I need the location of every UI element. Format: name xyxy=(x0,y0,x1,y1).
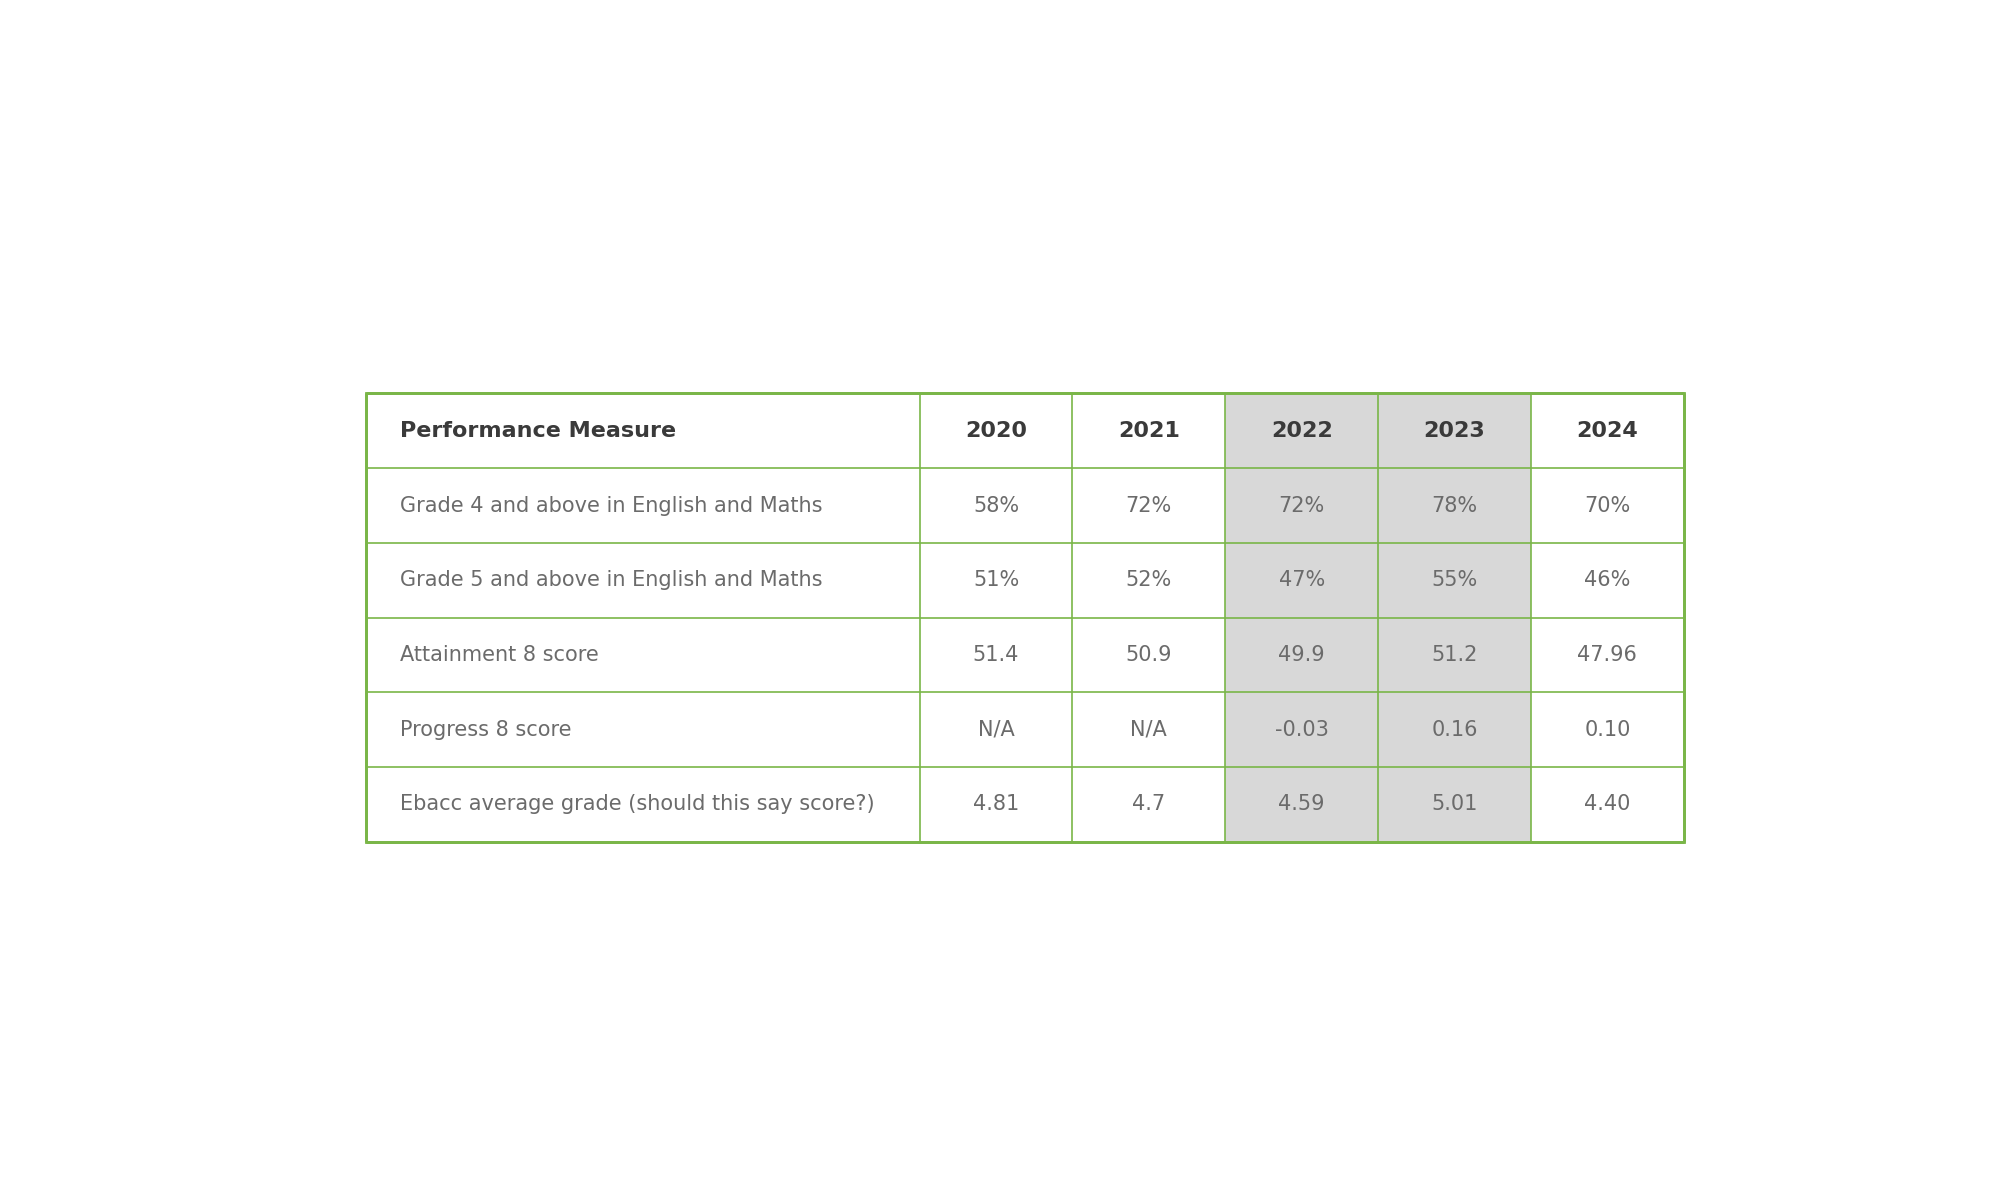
Bar xyxy=(366,394,920,468)
Bar xyxy=(920,542,1072,618)
Text: 78%: 78% xyxy=(1432,496,1478,516)
Bar xyxy=(1226,767,1378,841)
Text: 2022: 2022 xyxy=(1270,421,1332,440)
Text: 51.2: 51.2 xyxy=(1432,644,1478,665)
Text: 58%: 58% xyxy=(972,496,1020,516)
Text: 4.40: 4.40 xyxy=(1584,794,1630,815)
Bar xyxy=(1378,767,1530,841)
Bar xyxy=(920,618,1072,692)
Text: 4.59: 4.59 xyxy=(1278,794,1324,815)
Bar xyxy=(920,394,1072,468)
Text: Performance Measure: Performance Measure xyxy=(400,421,676,440)
Text: 51.4: 51.4 xyxy=(972,644,1020,665)
Text: Grade 5 and above in English and Maths: Grade 5 and above in English and Maths xyxy=(400,570,822,590)
Bar xyxy=(366,468,920,542)
Text: N/A: N/A xyxy=(1130,720,1168,739)
Bar xyxy=(1530,618,1684,692)
Text: 46%: 46% xyxy=(1584,570,1630,590)
Text: 5.01: 5.01 xyxy=(1432,794,1478,815)
Text: 0.16: 0.16 xyxy=(1432,720,1478,739)
Bar xyxy=(366,692,920,767)
Bar xyxy=(1530,542,1684,618)
Text: N/A: N/A xyxy=(978,720,1014,739)
Text: 47.96: 47.96 xyxy=(1578,644,1638,665)
Text: 0.10: 0.10 xyxy=(1584,720,1630,739)
Bar xyxy=(1530,394,1684,468)
Bar xyxy=(1226,692,1378,767)
Bar xyxy=(1226,618,1378,692)
Bar xyxy=(920,468,1072,542)
Bar xyxy=(1378,542,1530,618)
Text: 2024: 2024 xyxy=(1576,421,1638,440)
Bar xyxy=(1378,692,1530,767)
Text: 2020: 2020 xyxy=(966,421,1028,440)
Bar xyxy=(920,692,1072,767)
Text: Grade 4 and above in English and Maths: Grade 4 and above in English and Maths xyxy=(400,496,822,516)
Bar xyxy=(1226,468,1378,542)
Text: 2023: 2023 xyxy=(1424,421,1486,440)
Text: Ebacc average grade (should this say score?): Ebacc average grade (should this say sco… xyxy=(400,794,874,815)
Bar xyxy=(366,394,1684,841)
Bar xyxy=(1072,618,1226,692)
Text: 2021: 2021 xyxy=(1118,421,1180,440)
Bar xyxy=(1072,542,1226,618)
Bar xyxy=(1072,468,1226,542)
Bar xyxy=(366,618,920,692)
Bar xyxy=(1378,618,1530,692)
Bar xyxy=(1378,468,1530,542)
Text: Attainment 8 score: Attainment 8 score xyxy=(400,644,600,665)
Text: 4.81: 4.81 xyxy=(972,794,1020,815)
Text: 72%: 72% xyxy=(1278,496,1324,516)
Bar xyxy=(1226,394,1378,468)
Text: -0.03: -0.03 xyxy=(1274,720,1328,739)
Bar xyxy=(1072,692,1226,767)
Text: 50.9: 50.9 xyxy=(1126,644,1172,665)
Text: 55%: 55% xyxy=(1432,570,1478,590)
Bar xyxy=(1378,394,1530,468)
Text: 70%: 70% xyxy=(1584,496,1630,516)
Bar xyxy=(366,542,920,618)
Text: 52%: 52% xyxy=(1126,570,1172,590)
Bar xyxy=(1530,692,1684,767)
Bar xyxy=(1072,394,1226,468)
Text: 72%: 72% xyxy=(1126,496,1172,516)
Text: Progress 8 score: Progress 8 score xyxy=(400,720,572,739)
Bar xyxy=(1072,767,1226,841)
Bar xyxy=(1226,542,1378,618)
Text: 47%: 47% xyxy=(1278,570,1324,590)
Text: 51%: 51% xyxy=(972,570,1020,590)
Text: 49.9: 49.9 xyxy=(1278,644,1324,665)
Bar xyxy=(366,767,920,841)
Bar xyxy=(1530,468,1684,542)
Bar xyxy=(1530,767,1684,841)
Bar xyxy=(920,767,1072,841)
Text: 4.7: 4.7 xyxy=(1132,794,1166,815)
